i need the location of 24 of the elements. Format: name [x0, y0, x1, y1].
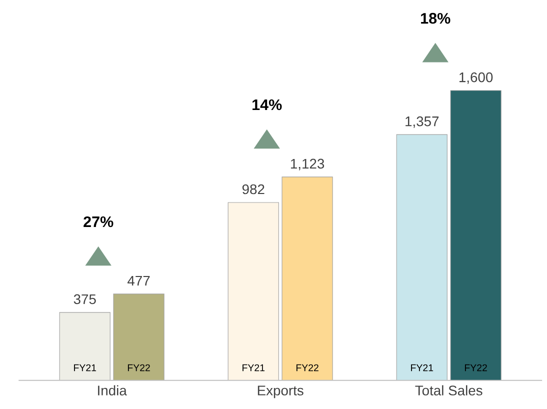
text: 18% — [421, 12, 450, 24]
text: FY21 — [411, 364, 434, 372]
text: FY21 — [242, 364, 265, 372]
series-label: FY21 — [74, 364, 96, 372]
text: FY22 — [296, 364, 318, 372]
series-label: FY22 — [128, 364, 150, 372]
data-label: 375 — [74, 294, 96, 304]
bar — [59, 312, 110, 380]
x-tick-label: Total Sales — [415, 385, 482, 396]
annotation: 14% — [252, 99, 282, 110]
bar — [450, 90, 502, 380]
x-tick-label: Exports — [258, 386, 304, 398]
data-label: 477 — [128, 276, 150, 286]
data-label: 1,600 — [459, 72, 493, 84]
x-tick-label: India — [98, 385, 127, 396]
bar — [228, 202, 279, 380]
annotation: 27% — [84, 216, 114, 228]
data-label: 1,123 — [290, 158, 324, 170]
bar — [396, 134, 448, 380]
data-label: 982 — [242, 184, 264, 194]
text: FY22 — [464, 364, 487, 372]
data-label: 1,357 — [406, 116, 439, 128]
bar — [113, 294, 164, 380]
bar — [282, 176, 333, 380]
